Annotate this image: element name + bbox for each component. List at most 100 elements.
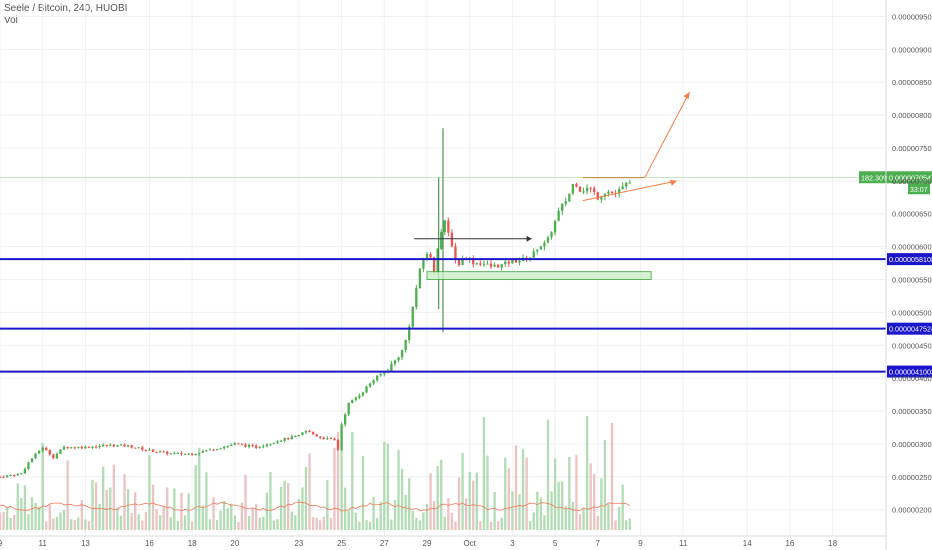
- y-tick-label: 0.0000070000: [892, 177, 932, 186]
- candle-body: [400, 350, 404, 358]
- volume-bar: [55, 516, 59, 530]
- candle-body: [265, 444, 269, 447]
- candle-body: [219, 448, 222, 450]
- candle-body: [564, 201, 567, 204]
- candle-body: [187, 453, 190, 455]
- volume-bar: [13, 515, 16, 530]
- candle-body: [408, 326, 411, 341]
- candle-body: [322, 437, 325, 440]
- candle-body: [212, 449, 215, 451]
- volume-bar: [151, 484, 155, 530]
- volume-bar: [116, 507, 119, 530]
- volume-bar: [493, 492, 496, 530]
- volume-bar: [244, 474, 247, 530]
- candle-body: [304, 430, 308, 433]
- volume-bar: [173, 488, 176, 530]
- candle-body: [59, 449, 62, 454]
- volume-bars: [0, 416, 631, 530]
- candle-body: [372, 380, 375, 384]
- candle-body: [34, 453, 37, 459]
- candle-body: [2, 476, 5, 478]
- volume-bar: [479, 521, 482, 530]
- volume-bar: [589, 463, 592, 530]
- candle-body: [582, 191, 585, 193]
- volume-bar: [625, 520, 628, 530]
- candle-body: [628, 182, 631, 184]
- x-tick-label: 14: [743, 539, 752, 548]
- y-tick-label: 0.0000095000: [892, 12, 932, 21]
- volume-bar: [408, 478, 411, 530]
- y-tick-label: 0.0000045000: [892, 341, 932, 350]
- candle-body: [41, 447, 44, 451]
- volume-bar: [368, 521, 372, 530]
- candle-body: [62, 446, 66, 450]
- candle-body: [340, 424, 343, 450]
- candle-body: [329, 438, 333, 440]
- volume-bar: [16, 483, 19, 530]
- candle-body: [169, 453, 172, 455]
- y-tick-label: 0.0000075000: [892, 144, 932, 153]
- candle-body: [66, 446, 69, 449]
- candle-body: [596, 192, 599, 200]
- candle-body: [301, 432, 304, 435]
- volume-bar: [23, 485, 27, 530]
- candle-body: [486, 263, 489, 265]
- level-badge: [887, 365, 932, 378]
- volume-bar: [326, 480, 329, 530]
- volume-bar: [283, 480, 286, 530]
- volume-bar: [5, 508, 9, 530]
- candles: [0, 128, 631, 479]
- volume-bar: [578, 514, 582, 530]
- candle-body: [376, 375, 379, 381]
- volume-bar: [351, 431, 354, 530]
- candle-body: [119, 444, 123, 446]
- volume-bar: [383, 441, 386, 530]
- volume-bar: [212, 497, 215, 530]
- candle-body: [610, 191, 614, 194]
- candle-body: [215, 449, 219, 451]
- candle-body: [276, 441, 279, 443]
- volume-bar: [532, 512, 535, 530]
- candle-body: [144, 449, 148, 451]
- volume-bar: [593, 474, 596, 530]
- volume-bar: [130, 513, 133, 530]
- volume-bar: [297, 499, 301, 530]
- y-tick-label: 0.0000085000: [892, 78, 932, 87]
- candle-body: [496, 264, 500, 268]
- candle-body: [397, 357, 400, 361]
- x-tick-label: 5: [553, 539, 558, 548]
- level-badge: [887, 322, 932, 335]
- volume-bar: [443, 516, 446, 530]
- candle-body: [237, 443, 240, 445]
- candle-body: [137, 447, 140, 449]
- volume-bar: [525, 457, 528, 530]
- candle-body: [230, 444, 233, 446]
- y-tick-label: 0.0000090000: [892, 45, 932, 54]
- volume-bar: [41, 443, 44, 530]
- candle-body: [27, 462, 30, 469]
- volume-bar: [66, 460, 69, 530]
- candle-body: [361, 392, 365, 396]
- volume-bar: [62, 509, 66, 530]
- volume-bar: [422, 512, 425, 530]
- candle-body: [223, 446, 226, 449]
- candle-body: [454, 246, 457, 260]
- volume-bar: [2, 511, 5, 530]
- volume-bar: [440, 459, 443, 530]
- volume-bar: [415, 517, 418, 530]
- candle-body: [176, 452, 180, 454]
- volume-bar: [190, 521, 194, 530]
- volume-bar: [276, 519, 279, 530]
- volume-bar: [507, 468, 510, 530]
- candle-body: [126, 445, 130, 447]
- candle-body: [514, 259, 518, 263]
- candle-body: [600, 196, 603, 200]
- candle-body: [148, 449, 151, 451]
- volume-bar: [102, 466, 105, 530]
- volume-bar: [514, 445, 518, 530]
- volume-bar: [607, 504, 610, 530]
- volume-bar: [223, 500, 226, 530]
- volume-bar: [98, 503, 101, 530]
- volume-bar: [319, 520, 322, 530]
